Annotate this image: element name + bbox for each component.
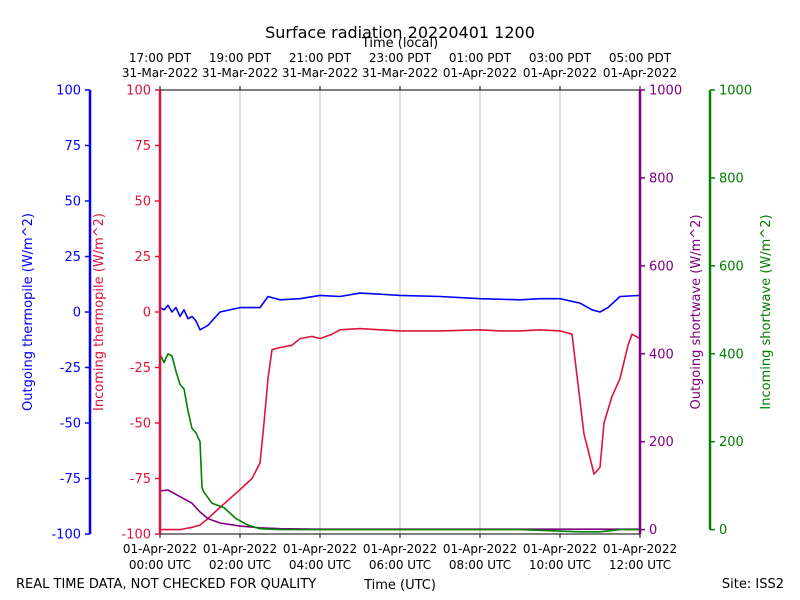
bottom-tick-label-time: 12:00 UTC	[609, 558, 671, 572]
y-tick-label: 800	[649, 171, 674, 186]
x-axis-label: Time (UTC)	[363, 578, 436, 593]
top-tick-label-date: 01-Apr-2022	[443, 66, 517, 80]
series-line-outgoing-thermopile	[159, 292, 641, 331]
bottom-tick-label-date: 01-Apr-2022	[443, 542, 517, 556]
y-tick-label: 75	[64, 139, 81, 154]
top-tick-label-time: 05:00 PDT	[609, 51, 672, 65]
top-tick-label-date: 31-Mar-2022	[282, 66, 358, 80]
top-tick-label-time: 23:00 PDT	[369, 51, 432, 65]
series-line-incoming-shortwave	[159, 353, 640, 533]
y-tick-label: 0	[143, 306, 151, 321]
y-tick-label: 1000	[719, 84, 752, 99]
y-tick-label: -75	[130, 472, 151, 487]
top-tick-label-date: 31-Mar-2022	[202, 66, 278, 80]
y-tick-label: 600	[649, 259, 674, 274]
y-tick-label: 50	[64, 195, 81, 210]
series-layer	[159, 292, 641, 533]
y-axis-label-in_sw: Incoming shortwave (W/m^2)	[759, 214, 774, 409]
series-line-incoming-thermopile	[160, 327, 641, 531]
bottom-tick-label-date: 01-Apr-2022	[603, 542, 677, 556]
bottom-tick-label-date: 01-Apr-2022	[203, 542, 277, 556]
y-tick-label: 25	[64, 250, 81, 265]
footer-site: Site: ISS2	[722, 577, 784, 592]
y-tick-label: 200	[719, 435, 744, 450]
y-tick-label: 800	[719, 171, 744, 186]
top-tick-label-time: 21:00 PDT	[289, 51, 352, 65]
y-tick-label: -50	[60, 417, 81, 432]
top-tick-label-time: 03:00 PDT	[529, 51, 592, 65]
bottom-tick-label-time: 02:00 UTC	[209, 558, 271, 572]
y-axis-label-out_thermo: Outgoing thermopile (W/m^2)	[21, 213, 36, 411]
top-tick-label-date: 31-Mar-2022	[122, 66, 198, 80]
y-tick-label: 0	[73, 306, 81, 321]
top-tick-label-time: 19:00 PDT	[209, 51, 272, 65]
top-tick-label-time: 17:00 PDT	[129, 51, 192, 65]
y-axis-label-in_thermo: Incoming thermopile (W/m^2)	[92, 213, 107, 411]
y-tick-label: 200	[649, 435, 674, 450]
bottom-tick-label-time: 00:00 UTC	[129, 558, 191, 572]
top-axis-label: Time (local)	[361, 36, 438, 51]
y-tick-label: 0	[719, 523, 727, 538]
bottom-tick-label-time: 06:00 UTC	[369, 558, 431, 572]
bottom-tick-label-date: 01-Apr-2022	[123, 542, 197, 556]
bottom-tick-label-date: 01-Apr-2022	[523, 542, 597, 556]
footer-disclaimer: REAL TIME DATA, NOT CHECKED FOR QUALITY	[16, 577, 316, 592]
y-tick-label: -50	[130, 417, 151, 432]
top-tick-label-date: 01-Apr-2022	[523, 66, 597, 80]
bottom-tick-label-date: 01-Apr-2022	[283, 542, 357, 556]
y-tick-label: 400	[649, 347, 674, 362]
y-tick-label: 0	[649, 523, 657, 538]
bottom-tick-label-time: 04:00 UTC	[289, 558, 351, 572]
bottom-tick-label-date: 01-Apr-2022	[363, 542, 437, 556]
y-axis-label-out_sw: Outgoing shortwave (W/m^2)	[689, 214, 704, 409]
y-tick-label: 1000	[649, 84, 682, 99]
bottom-tick-label-time: 10:00 UTC	[529, 558, 591, 572]
y-tick-label: 600	[719, 259, 744, 274]
top-tick-label-date: 01-Apr-2022	[603, 66, 677, 80]
y-tick-label: -25	[60, 361, 81, 376]
y-tick-label: 100	[126, 84, 151, 99]
y-tick-label: 25	[134, 250, 151, 265]
axes-layer: 01-Apr-2022 00:00 UTC 01-Apr-2022 02:00 UTC…	[21, 51, 774, 572]
bottom-tick-label-time: 08:00 UTC	[449, 558, 511, 572]
y-tick-label: 50	[134, 195, 151, 210]
y-tick-label: -25	[130, 361, 151, 376]
top-tick-label-time: 01:00 PDT	[449, 51, 512, 65]
y-tick-label: -75	[60, 472, 81, 487]
y-tick-label: 75	[134, 139, 151, 154]
y-tick-label: 100	[56, 84, 81, 99]
y-tick-label: 400	[719, 347, 744, 362]
y-tick-label: -100	[51, 528, 81, 543]
y-tick-label: -100	[121, 528, 151, 543]
gridlines	[159, 90, 641, 534]
top-tick-label-date: 31-Mar-2022	[362, 66, 438, 80]
chart-title: Surface radiation 20220401 1200	[265, 23, 535, 42]
